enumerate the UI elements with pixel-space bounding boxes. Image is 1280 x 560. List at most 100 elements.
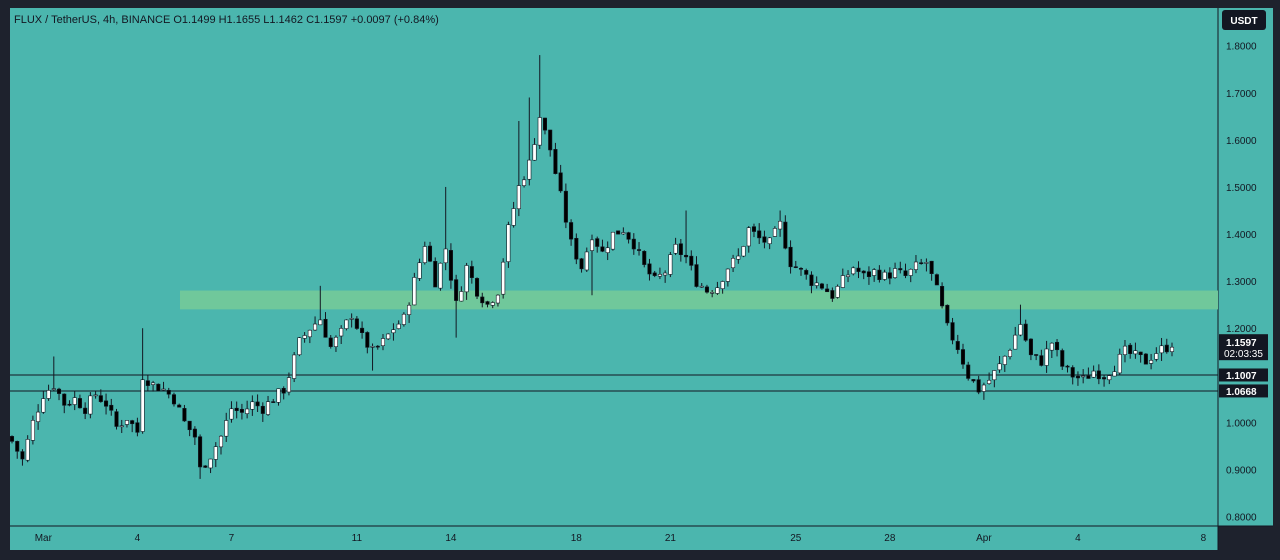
candle-down [929, 260, 934, 274]
candle-down [281, 387, 286, 394]
price-tick-label: 1.3000 [1226, 277, 1257, 288]
candle-up [407, 304, 412, 315]
level-2-badge: 1.0668 [1219, 384, 1268, 398]
candle-up [893, 268, 898, 278]
time-axis-background[interactable] [10, 526, 1218, 550]
time-tick-label: 4 [135, 533, 141, 544]
candle-down [480, 296, 485, 304]
candle-down [971, 379, 976, 382]
candle-up [124, 420, 129, 425]
candle-up [459, 291, 464, 302]
price-axis-ticks: 1.8000 1.7000 1.6000 1.5000 1.4000 1.3000 1.20… [1226, 42, 1257, 524]
candle-up [746, 227, 751, 247]
candle-down [156, 383, 161, 392]
candle-up [992, 370, 997, 381]
candle-up [1007, 350, 1013, 357]
candle-up [417, 262, 422, 279]
candle-up [1044, 348, 1049, 366]
candle-down [579, 258, 584, 270]
candle-down [15, 441, 20, 452]
candle-up [913, 261, 918, 270]
candle-down [569, 222, 574, 240]
candle-up [46, 390, 51, 399]
candle-down [548, 129, 553, 151]
candle-down [1055, 341, 1060, 351]
candle-up [772, 228, 777, 237]
candle-up [380, 338, 386, 347]
candle-down [98, 395, 103, 402]
candle-up [140, 379, 145, 432]
candle-down [798, 267, 804, 270]
candle-down [616, 230, 621, 235]
candle-down [919, 262, 924, 264]
candle-up [401, 313, 406, 325]
price-tick-label: 0.9000 [1226, 465, 1257, 476]
candle-down [898, 268, 903, 271]
candle-up [396, 323, 401, 329]
candle-down [1070, 367, 1075, 378]
candle-up [924, 262, 929, 264]
price-tick-label: 1.2000 [1226, 324, 1257, 335]
candle-down [485, 301, 490, 305]
candle-down [866, 271, 871, 278]
candle-up [245, 408, 250, 414]
time-tick-label: 4 [1075, 533, 1081, 544]
candle-down [104, 400, 109, 407]
candle-up [1049, 342, 1054, 351]
time-tick-label: 7 [229, 533, 235, 544]
time-tick-label: 14 [445, 533, 457, 544]
candle-up [151, 382, 156, 385]
candle-up [344, 319, 349, 329]
candle-up [302, 335, 307, 339]
candle-up [25, 439, 30, 461]
candle-up [443, 248, 448, 264]
candle-down [1102, 377, 1107, 380]
candle-up [208, 458, 213, 469]
candle-down [647, 263, 652, 275]
candle-down [114, 411, 119, 427]
candle-down [704, 286, 709, 293]
candle-up [333, 336, 338, 347]
candle-down [819, 283, 824, 289]
candle-down [260, 405, 265, 414]
highlight-zone [180, 290, 1218, 310]
candle-up [229, 408, 234, 420]
candle-up [72, 397, 77, 405]
candle-down [877, 269, 882, 280]
candle-down [62, 393, 67, 406]
time-tick-label: Apr [976, 533, 992, 544]
time-axis-ticks: Mar 4 7 11 14 18 21 25 28 Apr 4 8 [35, 533, 1207, 544]
candle-up [506, 224, 511, 262]
candle-down [903, 270, 908, 276]
candle-down [574, 237, 579, 260]
candle-up [715, 287, 720, 294]
currency-button[interactable]: USDT [1222, 10, 1266, 30]
candle-up [1169, 346, 1175, 352]
candle-down [689, 255, 694, 266]
candle-down [1060, 350, 1065, 367]
candle-up [731, 257, 736, 269]
candle-up [725, 268, 730, 282]
candle-down [67, 403, 72, 406]
candle-down [1023, 323, 1028, 341]
time-tick-label: Mar [35, 533, 53, 544]
candle-up [286, 377, 291, 393]
time-tick-label: 11 [352, 533, 363, 544]
price-axis-background[interactable] [1218, 8, 1273, 526]
candle-up [699, 285, 704, 288]
candle-down [328, 337, 333, 347]
candle-down [9, 436, 15, 442]
candle-up [438, 262, 443, 289]
candle-down [751, 226, 757, 232]
candle-down [1075, 375, 1080, 379]
candle-up [51, 388, 56, 390]
candle-up [537, 117, 542, 146]
candle-up [1159, 345, 1164, 354]
candle-down [234, 407, 239, 411]
candle-down [1164, 344, 1169, 353]
candle-down [631, 238, 636, 250]
candle-up [778, 220, 783, 230]
candle-up [1107, 375, 1112, 381]
chart-legend[interactable]: FLUX / TetherUS, 4h, BINANCE O1.1499 H1.… [14, 14, 439, 26]
